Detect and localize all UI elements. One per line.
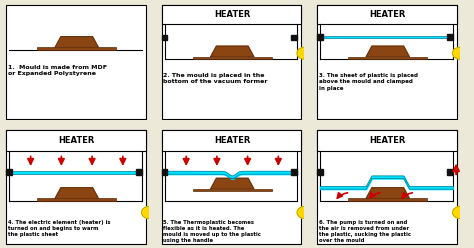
Bar xyxy=(192,57,272,59)
Bar xyxy=(162,5,301,24)
Bar xyxy=(317,34,323,40)
Bar xyxy=(162,130,301,151)
Polygon shape xyxy=(55,188,98,198)
Polygon shape xyxy=(210,178,254,189)
Circle shape xyxy=(453,47,467,59)
Bar xyxy=(136,169,142,175)
Circle shape xyxy=(297,47,311,59)
Polygon shape xyxy=(55,37,98,47)
Text: 3. The sheet of plastic is placed
above the mould and clamped
in place: 3. The sheet of plastic is placed above … xyxy=(319,73,418,91)
Circle shape xyxy=(142,207,156,218)
Text: 6. The pump is turned on and
the air is removed from under
the plastic, sucking : 6. The pump is turned on and the air is … xyxy=(319,219,410,243)
Text: 2. The mould is placed in the
bottom of the vacuum former: 2. The mould is placed in the bottom of … xyxy=(163,73,268,85)
Bar xyxy=(317,130,457,151)
Text: 1.  Mould is made from MDF
or Expanded Polystyrene: 1. Mould is made from MDF or Expanded Po… xyxy=(8,65,107,76)
Bar xyxy=(320,35,453,38)
Polygon shape xyxy=(366,46,410,57)
Bar xyxy=(317,5,457,24)
Bar xyxy=(162,169,167,175)
Text: 4. The electric element (heater) is
turned on and begins to warm
the plastic she: 4. The electric element (heater) is turn… xyxy=(8,219,110,237)
Text: HEATER: HEATER xyxy=(370,10,406,19)
Text: 5. The Thermoplastic becomes
flexible as it is heated. The
mould is moved up to : 5. The Thermoplastic becomes flexible as… xyxy=(163,219,261,243)
Bar xyxy=(37,198,116,201)
Text: HEATER: HEATER xyxy=(214,10,250,19)
Text: HEATER: HEATER xyxy=(214,136,250,145)
Bar xyxy=(447,169,453,175)
Bar xyxy=(9,171,142,174)
Polygon shape xyxy=(210,46,254,57)
Text: HEATER: HEATER xyxy=(59,136,95,145)
Bar xyxy=(348,57,428,59)
Bar xyxy=(292,169,297,175)
Bar xyxy=(6,130,146,151)
Bar xyxy=(317,169,323,175)
Polygon shape xyxy=(366,188,410,198)
Bar xyxy=(6,169,12,175)
Circle shape xyxy=(297,207,311,218)
Text: HEATER: HEATER xyxy=(370,136,406,145)
Bar xyxy=(37,47,116,50)
Bar xyxy=(292,35,297,40)
Bar xyxy=(447,34,453,40)
Bar xyxy=(162,35,167,40)
Bar xyxy=(348,198,428,201)
Bar xyxy=(192,189,272,191)
Circle shape xyxy=(453,207,467,218)
